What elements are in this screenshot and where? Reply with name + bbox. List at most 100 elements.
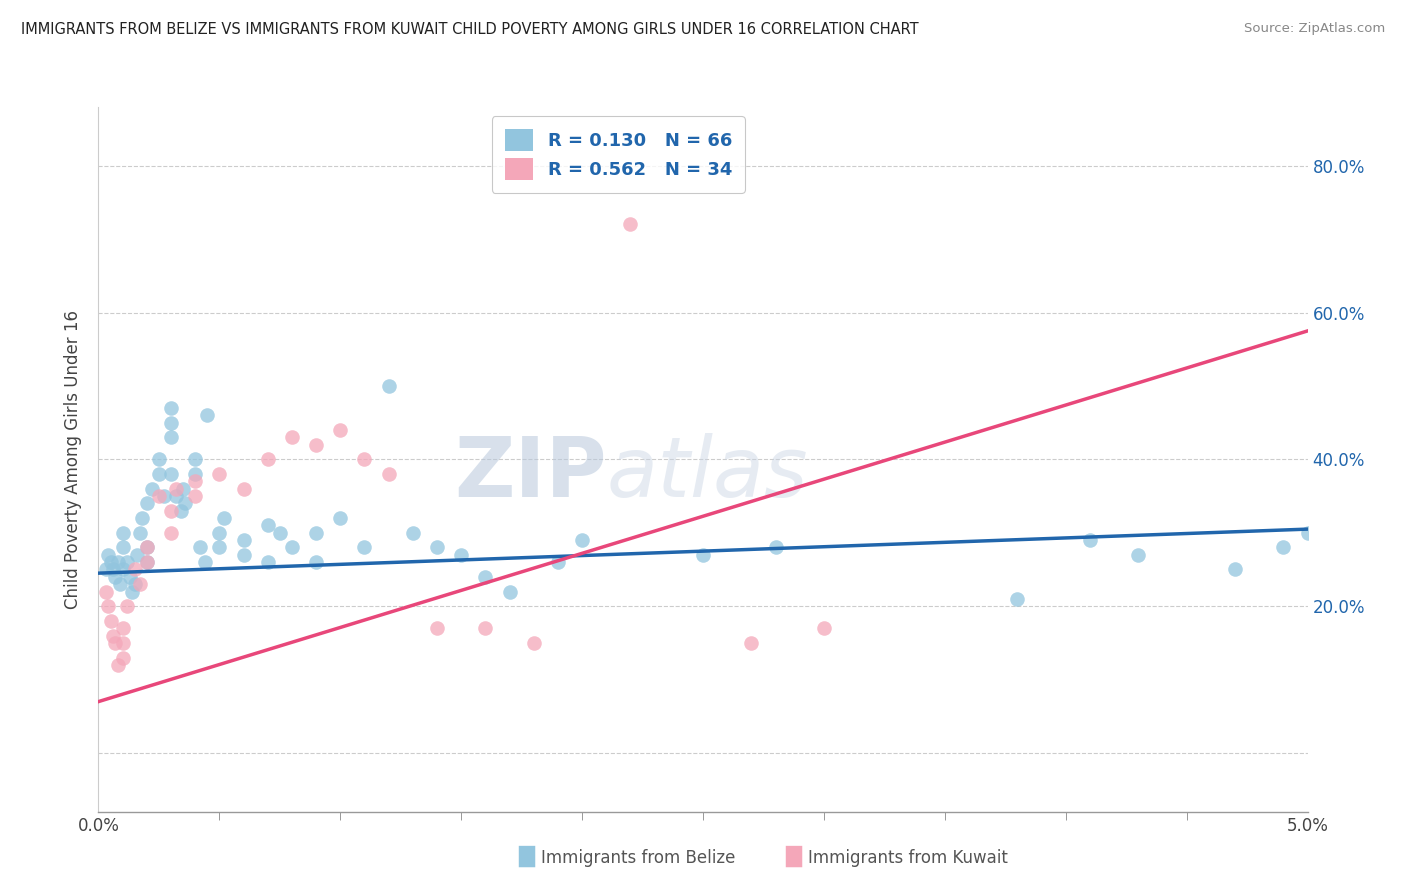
- Point: [160, 467, 183, 481]
- Point: [305, 555, 328, 569]
- Point: [135, 541, 157, 555]
- Point: [160, 401, 183, 415]
- Point: [128, 577, 150, 591]
- Point: [765, 541, 787, 555]
- Point: [118, 570, 141, 584]
- Point: [128, 525, 150, 540]
- Point: [117, 599, 139, 614]
- Point: [184, 489, 207, 503]
- Point: [111, 621, 134, 635]
- Text: IMMIGRANTS FROM BELIZE VS IMMIGRANTS FROM KUWAIT CHILD POVERTY AMONG GIRLS UNDER: IMMIGRANTS FROM BELIZE VS IMMIGRANTS FRO…: [21, 22, 918, 37]
- Point: [111, 541, 134, 555]
- Point: [450, 548, 472, 562]
- Point: [195, 409, 218, 423]
- Point: [188, 541, 211, 555]
- Point: [100, 614, 122, 628]
- Point: [281, 541, 304, 555]
- Point: [104, 570, 127, 584]
- Point: [127, 548, 149, 562]
- Point: [1128, 548, 1150, 562]
- Point: [124, 562, 146, 576]
- Point: [353, 541, 375, 555]
- Point: [813, 621, 835, 635]
- Point: [305, 438, 328, 452]
- Point: [474, 621, 496, 635]
- Point: [426, 541, 449, 555]
- Point: [94, 562, 117, 576]
- Point: [269, 525, 291, 540]
- Point: [402, 525, 425, 540]
- Point: [174, 496, 197, 510]
- Text: ZIP: ZIP: [454, 433, 606, 514]
- Legend: R = 0.130   N = 66, R = 0.562   N = 34: R = 0.130 N = 66, R = 0.562 N = 34: [492, 116, 745, 193]
- Point: [256, 555, 278, 569]
- Point: [172, 482, 194, 496]
- Point: [232, 482, 254, 496]
- Y-axis label: Child Poverty Among Girls Under 16: Child Poverty Among Girls Under 16: [65, 310, 83, 609]
- Point: [377, 467, 399, 481]
- Point: [547, 555, 569, 569]
- Text: Immigrants from Kuwait: Immigrants from Kuwait: [808, 849, 1008, 867]
- Point: [571, 533, 593, 548]
- Point: [474, 570, 496, 584]
- Point: [135, 555, 157, 569]
- Point: [111, 525, 134, 540]
- Point: [148, 467, 170, 481]
- Point: [141, 482, 163, 496]
- Point: [160, 430, 183, 444]
- Point: [165, 482, 187, 496]
- Point: [111, 636, 134, 650]
- Point: [232, 533, 254, 548]
- Point: [148, 489, 170, 503]
- Point: [148, 452, 170, 467]
- Point: [107, 657, 129, 672]
- Point: [101, 562, 124, 576]
- Point: [104, 636, 127, 650]
- Point: [184, 467, 207, 481]
- Point: [353, 452, 375, 467]
- Point: [160, 525, 183, 540]
- Point: [111, 562, 134, 576]
- Point: [281, 430, 304, 444]
- Point: [94, 584, 117, 599]
- Point: [740, 636, 762, 650]
- Point: [1223, 562, 1246, 576]
- Text: Immigrants from Belize: Immigrants from Belize: [541, 849, 735, 867]
- Point: [124, 577, 146, 591]
- Text: atlas: atlas: [606, 433, 808, 514]
- Point: [165, 489, 187, 503]
- Point: [194, 555, 217, 569]
- Point: [692, 548, 714, 562]
- Point: [160, 416, 183, 430]
- Point: [135, 555, 157, 569]
- Point: [232, 548, 254, 562]
- Point: [121, 584, 143, 599]
- Point: [135, 541, 157, 555]
- Point: [131, 511, 153, 525]
- Point: [107, 555, 129, 569]
- Point: [108, 577, 131, 591]
- Point: [184, 452, 207, 467]
- Point: [523, 636, 546, 650]
- Point: [329, 511, 352, 525]
- Point: [1272, 541, 1295, 555]
- Point: [97, 548, 120, 562]
- Point: [208, 467, 231, 481]
- Point: [184, 475, 207, 489]
- Point: [1078, 533, 1101, 548]
- Point: [152, 489, 174, 503]
- Point: [117, 555, 139, 569]
- Point: [169, 504, 191, 518]
- Point: [111, 650, 134, 665]
- Text: Source: ZipAtlas.com: Source: ZipAtlas.com: [1244, 22, 1385, 36]
- Point: [256, 518, 278, 533]
- Point: [329, 423, 352, 437]
- Point: [212, 511, 235, 525]
- Point: [100, 555, 122, 569]
- Point: [498, 584, 520, 599]
- Point: [1296, 525, 1319, 540]
- Point: [619, 218, 641, 232]
- Point: [101, 628, 124, 642]
- Point: [426, 621, 449, 635]
- Point: [97, 599, 120, 614]
